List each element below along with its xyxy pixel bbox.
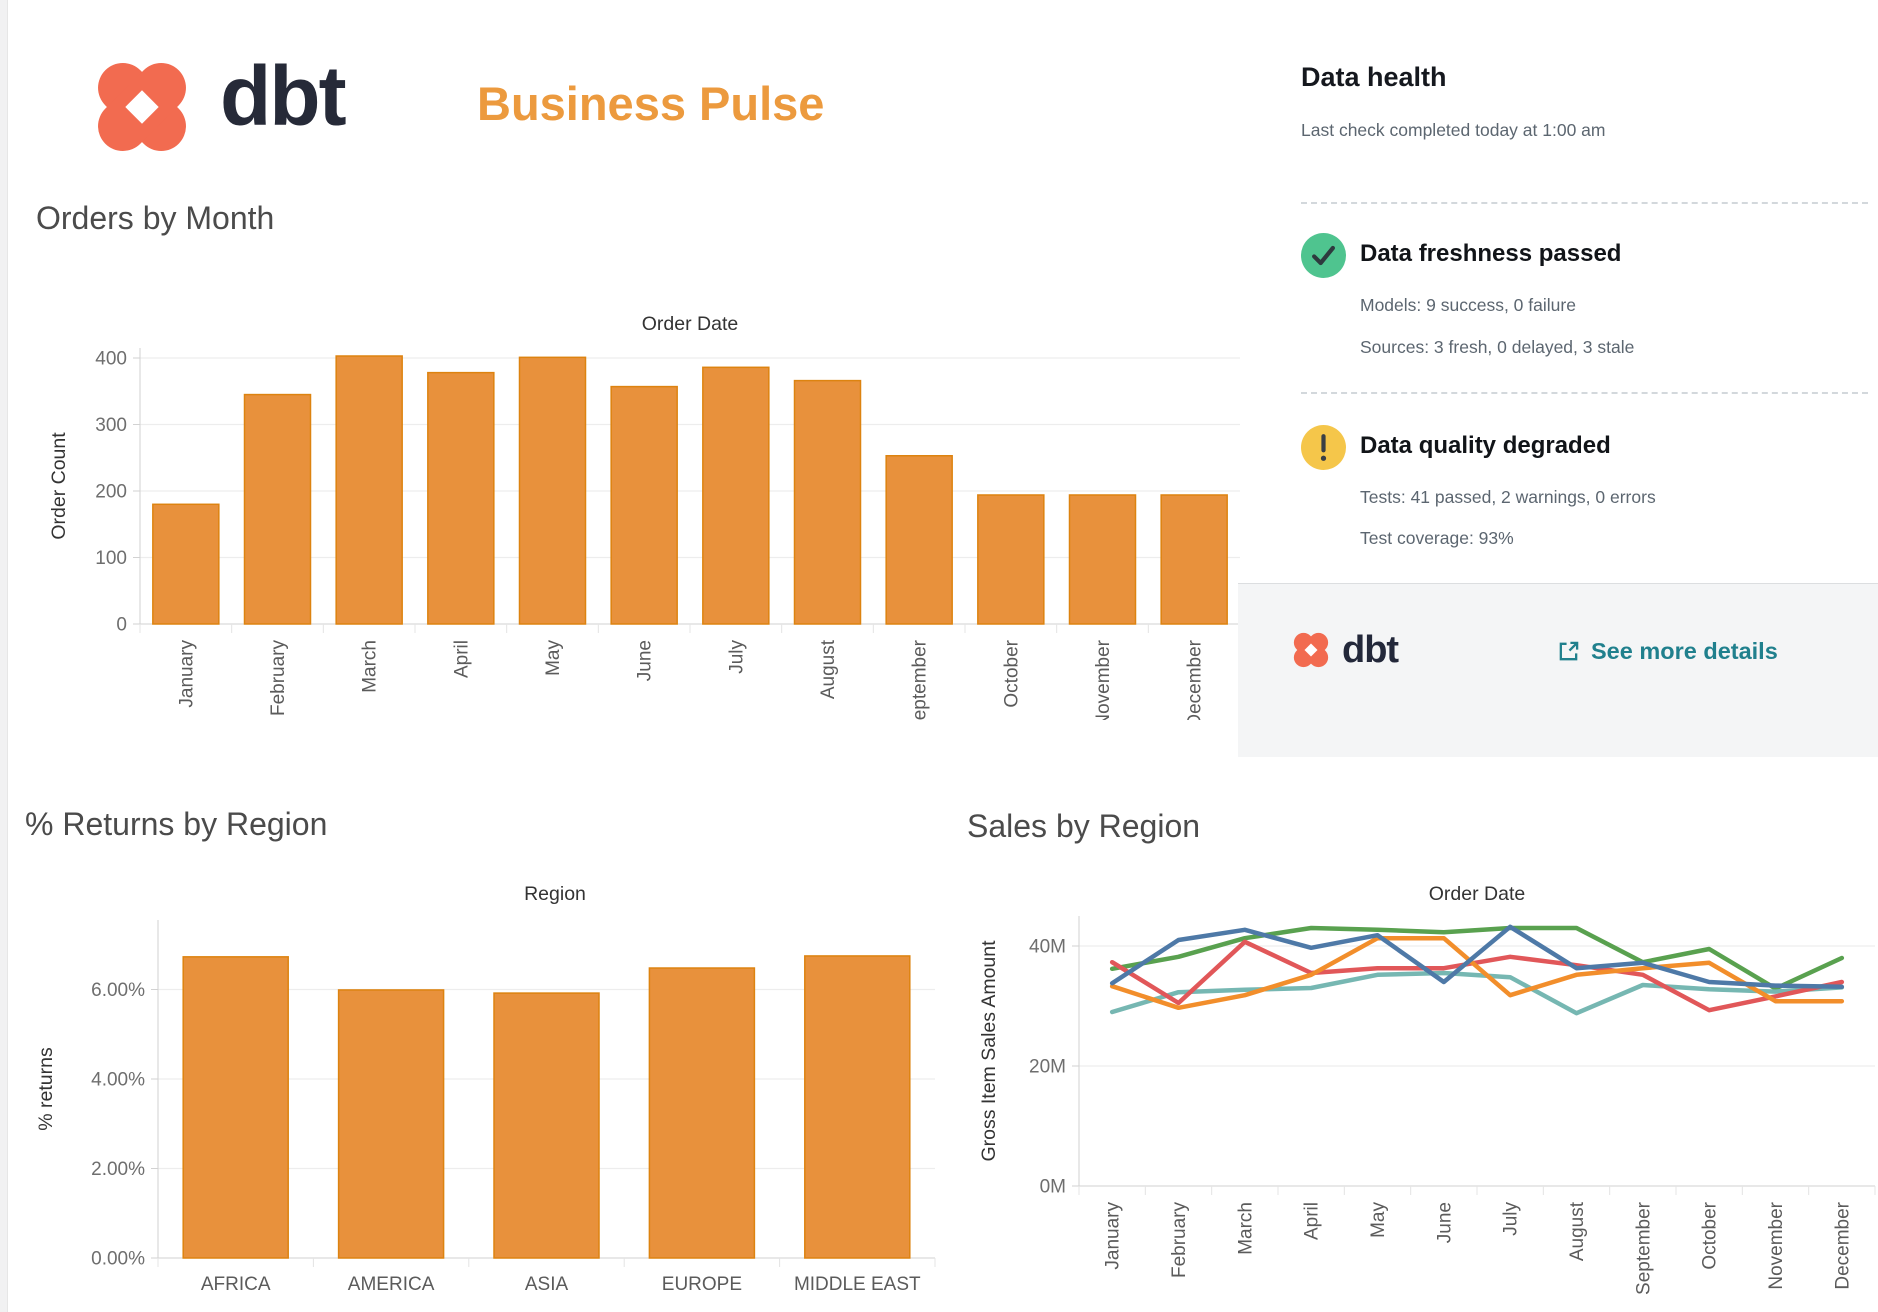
category-label: ASIA: [525, 1274, 569, 1295]
x-axis-title: Order Date: [642, 313, 738, 335]
category-label: May: [1368, 1202, 1389, 1238]
sales-by-region-chart: 0M 20M 40M Order Date Gross Item Sales Amoun…: [978, 883, 1876, 1295]
dbt-logo-icon: [98, 63, 186, 151]
y-tick-label: 300: [95, 415, 127, 436]
returns-chart-title: % Returns by Region: [25, 806, 328, 842]
data-health-panel: Data health Last check completed today a…: [1238, 40, 1878, 757]
dbt-wordmark: dbt: [220, 49, 347, 143]
bar-july[interactable]: [702, 366, 770, 625]
divider: [1301, 202, 1868, 204]
y-tick-label: 0M: [1040, 1177, 1066, 1198]
category-label: January: [176, 640, 197, 708]
y-tick-label: 2.00%: [91, 1159, 145, 1180]
category-label: June: [635, 640, 656, 681]
last-check-text: Last check completed today at 1:00 am: [1301, 120, 1606, 140]
window-left-edge: [0, 0, 8, 1312]
bar-africa[interactable]: [182, 956, 289, 1259]
returns-by-region-chart: 0.00% 2.00% 4.00% 6.00% Region % returns AFRIC…: [35, 883, 936, 1295]
category-label: October: [1001, 639, 1022, 707]
category-label: EUROPE: [662, 1274, 742, 1295]
see-more-details-label: See more details: [1591, 638, 1778, 664]
category-label: February: [268, 640, 289, 717]
freshness-sources-text: Sources: 3 fresh, 0 delayed, 3 stale: [1360, 337, 1635, 357]
category-label: December: [1832, 1201, 1853, 1289]
y-axis-title: Gross Item Sales Amount: [978, 940, 1000, 1162]
y-axis-title: % returns: [35, 1047, 57, 1131]
orders-chart-title: Orders by Month: [36, 200, 275, 236]
bar-december[interactable]: [1160, 494, 1228, 625]
check-circle-icon: [1301, 233, 1346, 278]
sales-chart-title: Sales by Region: [967, 808, 1201, 844]
y-tick-label: 0: [116, 615, 127, 636]
category-label: September: [910, 639, 931, 720]
category-label: March: [1235, 1202, 1256, 1255]
bar-january[interactable]: [152, 503, 220, 625]
dbt-logo-icon: [1293, 632, 1329, 668]
category-label: April: [1302, 1202, 1323, 1240]
line-series-blue[interactable]: [1109, 924, 1845, 990]
category-label: March: [360, 640, 381, 693]
quality-coverage-text: Test coverage: 93%: [1360, 528, 1514, 548]
bar-august[interactable]: [793, 379, 862, 625]
category-label: November: [1093, 639, 1114, 720]
category-label: August: [1567, 1201, 1588, 1261]
bar-february[interactable]: [243, 393, 312, 625]
x-axis-title: Order Date: [1429, 883, 1525, 905]
y-tick-label: 20M: [1029, 1057, 1066, 1078]
bar-europe[interactable]: [648, 967, 756, 1259]
category-label: October: [1700, 1201, 1721, 1269]
page-title: Business Pulse: [477, 77, 825, 130]
dbt-wordmark: dbt: [1342, 629, 1399, 671]
line-series-red[interactable]: [1109, 939, 1845, 1013]
bar-may[interactable]: [518, 356, 587, 625]
data-health-footer: dbt See more details: [1238, 583, 1878, 757]
line-series-green[interactable]: [1109, 925, 1845, 991]
category-label: January: [1103, 1202, 1124, 1270]
bar-april[interactable]: [427, 371, 495, 625]
line-series-orange[interactable]: [1109, 935, 1845, 1011]
category-label: November: [1766, 1201, 1787, 1289]
bar-september[interactable]: [885, 455, 953, 625]
y-axis-title: Order Count: [48, 432, 70, 540]
category-label: December: [1185, 639, 1206, 720]
category-label: September: [1633, 1201, 1654, 1295]
orders-by-month-chart: 0 100 200 300 400 Order Date Order Count Januar…: [48, 313, 1241, 720]
category-label: July: [726, 640, 747, 674]
freshness-status-title: Data freshness passed: [1360, 240, 1622, 267]
line-series-teal[interactable]: [1109, 970, 1845, 1016]
y-tick-label: 6.00%: [91, 980, 145, 1001]
category-label: August: [818, 639, 839, 699]
x-axis-title: Region: [524, 883, 586, 905]
warning-circle-icon: [1301, 425, 1346, 470]
divider: [1301, 392, 1868, 394]
category-label: AMERICA: [348, 1274, 435, 1295]
bar-middle-east[interactable]: [804, 955, 911, 1259]
category-label: April: [451, 640, 472, 678]
external-link-icon: [1559, 641, 1579, 661]
data-health-title: Data health: [1301, 62, 1447, 92]
bar-june[interactable]: [610, 385, 678, 625]
bar-asia[interactable]: [493, 992, 600, 1259]
category-label: July: [1501, 1202, 1522, 1236]
y-tick-label: 200: [95, 482, 127, 503]
bar-march[interactable]: [335, 355, 403, 625]
y-tick-label: 40M: [1029, 937, 1066, 958]
y-tick-label: 400: [95, 349, 127, 370]
category-label: AFRICA: [201, 1274, 271, 1295]
quality-tests-text: Tests: 41 passed, 2 warnings, 0 errors: [1360, 487, 1656, 507]
category-label: June: [1434, 1202, 1455, 1243]
y-tick-label: 100: [95, 548, 127, 569]
bar-november[interactable]: [1068, 494, 1137, 625]
see-more-details-link[interactable]: See more details: [1557, 638, 1778, 665]
category-label: February: [1169, 1202, 1190, 1279]
quality-status-title: Data quality degraded: [1360, 432, 1611, 459]
freshness-models-text: Models: 9 success, 0 failure: [1360, 295, 1576, 315]
bar-america[interactable]: [337, 989, 445, 1259]
bar-october[interactable]: [977, 494, 1045, 625]
y-tick-label: 4.00%: [91, 1070, 145, 1091]
y-tick-label: 0.00%: [91, 1249, 145, 1270]
category-label: May: [543, 640, 564, 676]
category-label: MIDDLE EAST: [794, 1274, 921, 1295]
